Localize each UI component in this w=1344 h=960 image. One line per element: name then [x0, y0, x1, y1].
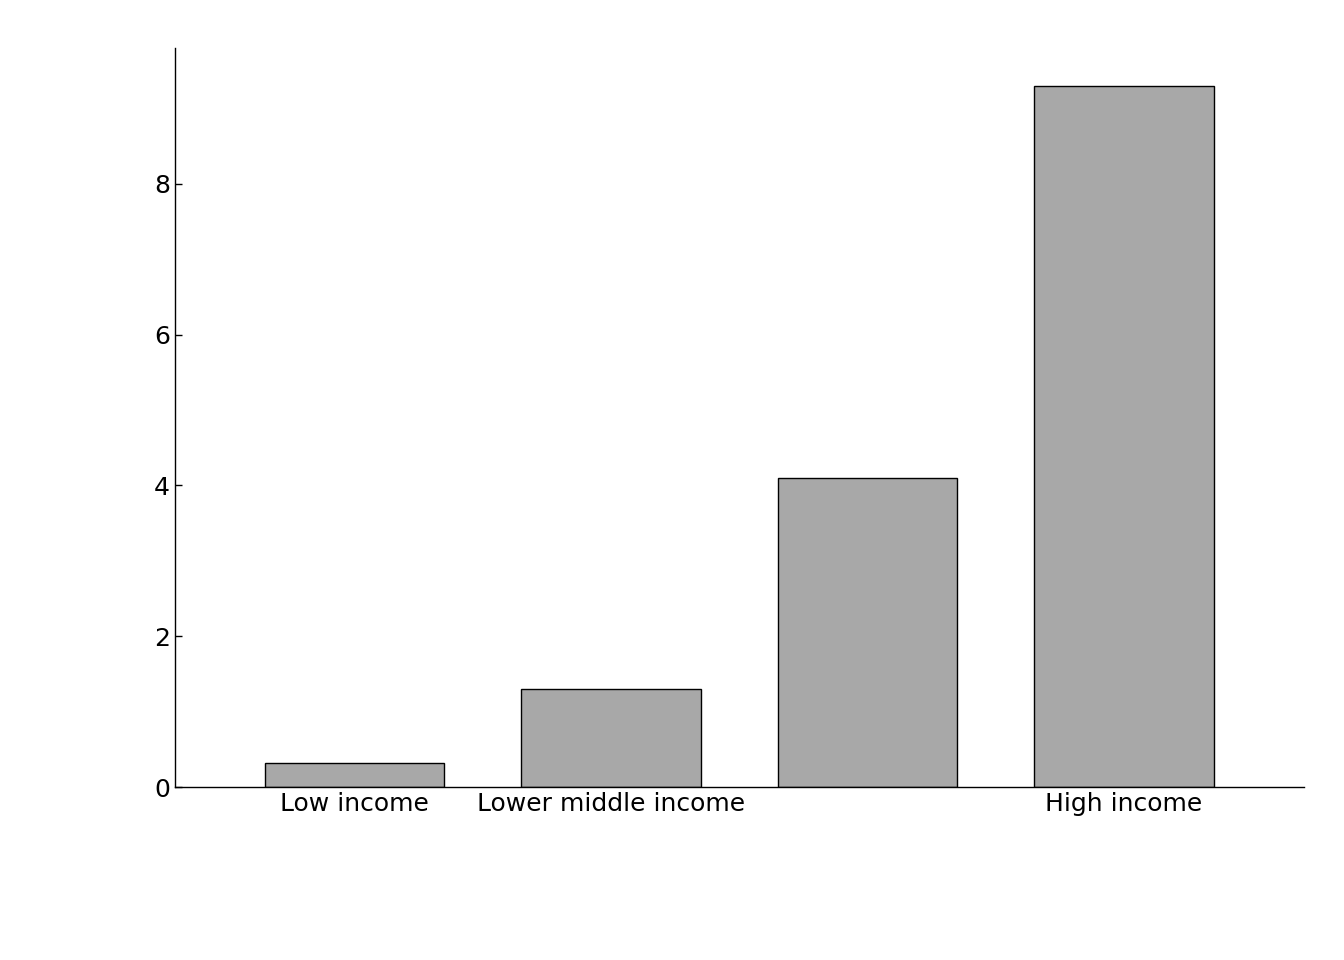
Bar [265, 763, 444, 787]
Bar [521, 689, 700, 787]
Bar [778, 478, 957, 787]
Bar [1035, 85, 1214, 787]
